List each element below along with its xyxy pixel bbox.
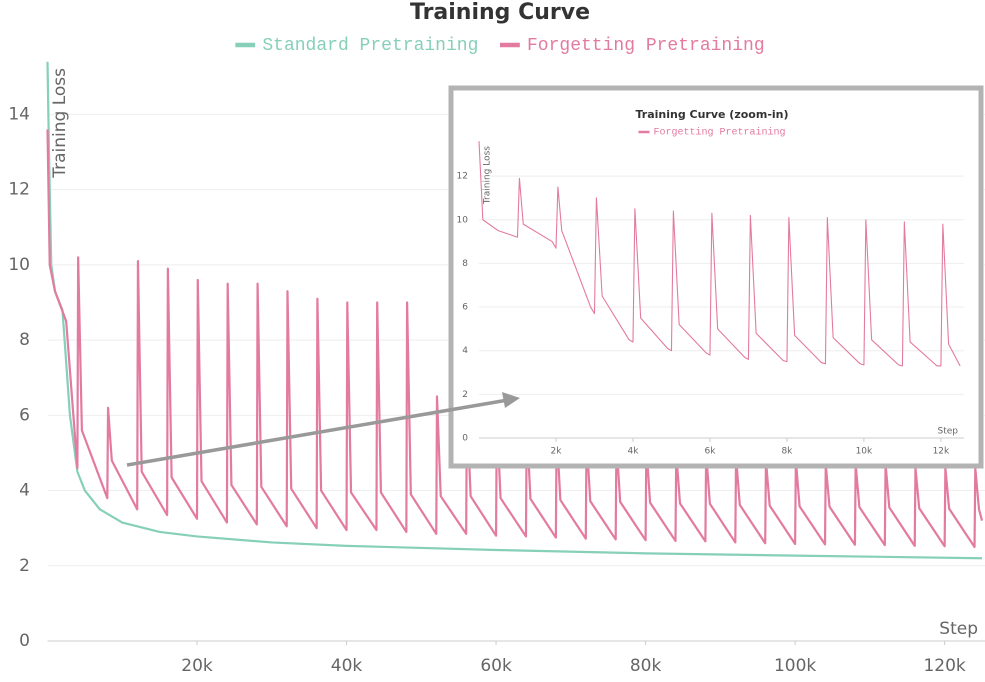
y-axis-label: Training Loss [50,68,70,179]
y-tick-label: 2 [19,556,30,576]
x-tick-label: 40k [331,656,363,676]
legend-label: Forgetting Pretraining [527,36,765,56]
x-tick-label: 10k [856,447,873,457]
y-tick-label: 10 [457,215,469,225]
x-tick-label: 8k [781,447,793,457]
series-line [478,141,961,367]
x-tick-label: 120k [923,656,965,676]
y-tick-label: 0 [19,631,30,651]
y-tick-label: 12 [457,172,468,182]
chart-title: Training Curve (zoom-in) [635,108,788,121]
x-tick-label: 60k [480,656,512,676]
y-tick-label: 8 [19,330,30,350]
y-tick-label: 6 [462,303,468,313]
y-axis-label: Training Loss [483,146,493,205]
x-tick-label: 2k [551,447,563,457]
x-axis-label: Step [938,427,959,437]
x-tick-label: 100k [774,656,816,676]
y-tick-label: 4 [19,481,30,501]
inset-frame [448,85,984,469]
chart-title: Training Curve [410,0,590,25]
y-tick-label: 12 [8,180,30,200]
x-tick-label: 6k [704,447,716,457]
y-tick-label: 6 [19,405,30,425]
inset-chart: 0 2 4 6 8 10 12 2k 4k 6k 8k 10k 12k Training Curve (z… [457,108,964,457]
arrow-head [502,392,520,408]
x-tick-label: 20k [181,656,213,676]
y-tick-label: 14 [8,104,30,124]
y-tick-label: 2 [462,390,468,400]
y-tick-label: 4 [462,346,468,356]
legend-label: Standard Pretraining [262,36,478,56]
y-tick-label: 0 [462,434,468,444]
x-tick-label: 4k [627,447,639,457]
x-axis-label: Step [939,619,978,639]
x-tick-label: 12k [933,447,950,457]
y-tick-label: 10 [8,255,30,275]
legend-label: Forgetting Pretraining [653,127,785,139]
y-tick-label: 8 [462,259,468,269]
x-tick-label: 80k [630,656,662,676]
series-line [46,129,984,549]
arrow-shaft [126,398,509,467]
arrow [126,392,520,467]
